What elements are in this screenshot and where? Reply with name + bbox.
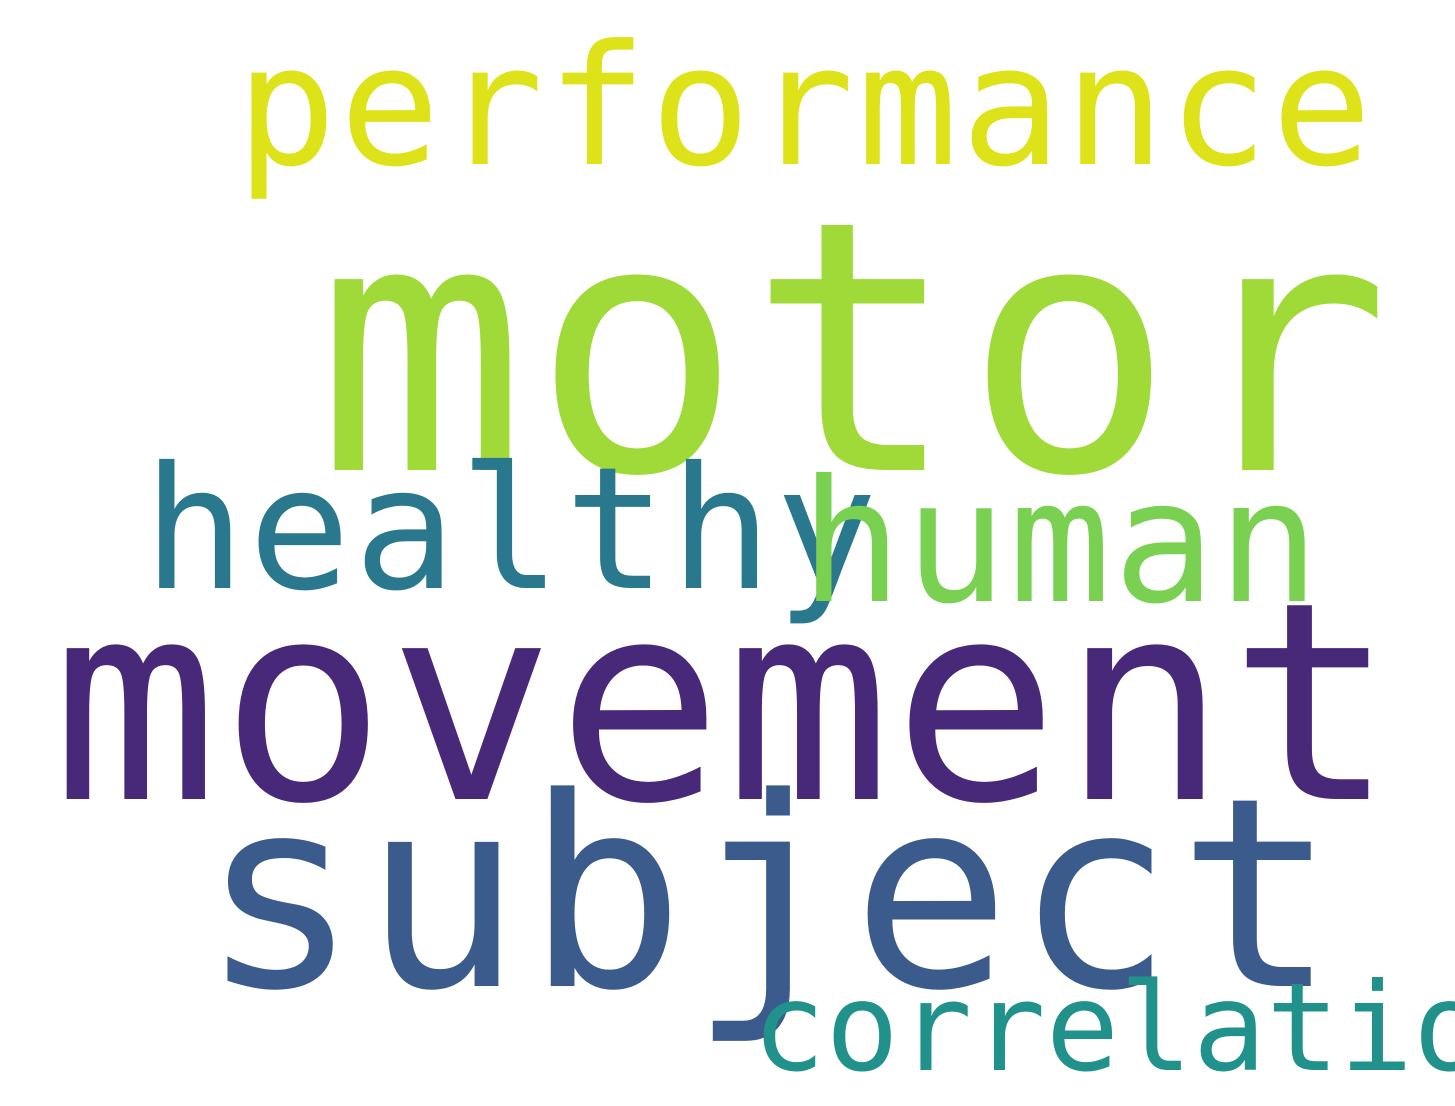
word-human: human xyxy=(800,444,1322,642)
word-correlation: correlation xyxy=(752,957,1455,1099)
word-healthy: healthy xyxy=(143,431,881,629)
word-motor: motor xyxy=(316,147,1397,553)
word-subject: subject xyxy=(200,742,1341,1049)
word-performance: performance xyxy=(236,10,1375,204)
word-movement: movement xyxy=(52,544,1398,865)
